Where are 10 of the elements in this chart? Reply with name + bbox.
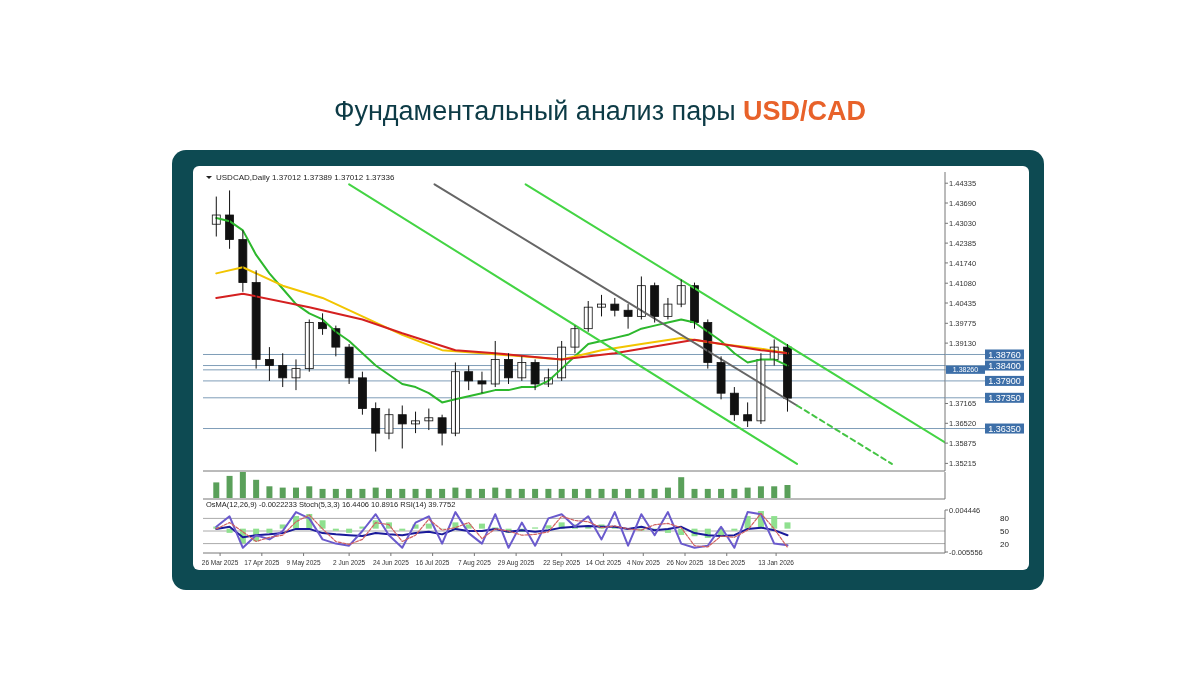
y2-tick-label: 80 [1000, 514, 1010, 524]
ref-line-label: 1.37900 [988, 376, 1021, 387]
y2-tick-label: 50 [1000, 527, 1010, 536]
chart-title: Фундаментальный анализ пары USD/CAD [333, 96, 867, 126]
ref-line-label: 1.38400 [988, 361, 1021, 372]
ref-line-label: 1.37350 [988, 393, 1021, 404]
ref-line-label: 1.38760 [988, 349, 1021, 360]
y2-tick-label: 20 [1000, 539, 1010, 549]
ref-line-label: 1.36350 [988, 424, 1021, 435]
chart-subtitle: USDCAD,Daily 1.37012 1.37389 1.37012 1.37336 [216, 173, 395, 182]
